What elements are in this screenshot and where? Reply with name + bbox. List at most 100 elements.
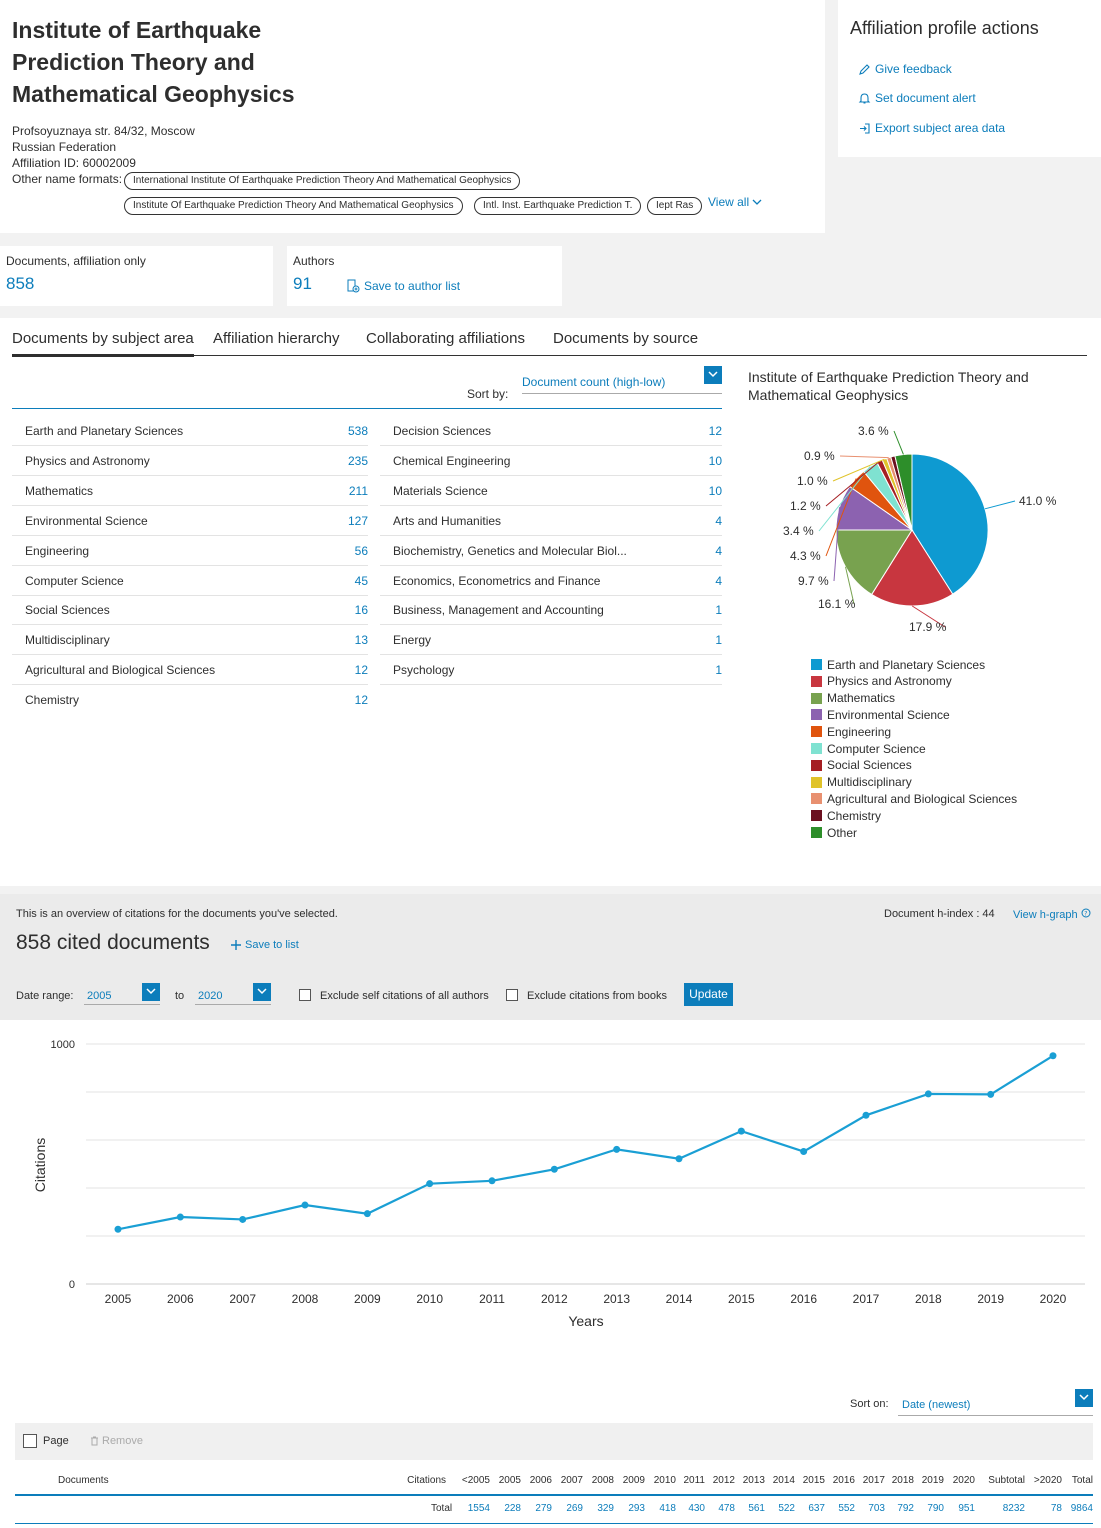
total-citation-cell[interactable]: 1554 <box>467 1503 490 1514</box>
authors-count-link[interactable]: 91 <box>293 274 312 293</box>
select-page-checkbox[interactable] <box>23 1434 37 1448</box>
total-citation-cell[interactable]: 9864 <box>1070 1503 1093 1514</box>
x-tick-label: 2020 <box>1040 1292 1067 1306</box>
pie-leader-line <box>845 566 855 605</box>
total-citation-cell[interactable]: 951 <box>958 1503 975 1514</box>
help-icon: ? <box>1081 908 1091 918</box>
subject-name: Social Sciences <box>25 603 110 618</box>
subject-name: Environmental Science <box>25 513 148 528</box>
date-from-select[interactable]: 2005 <box>84 983 160 1005</box>
date-from-value: 2005 <box>87 990 112 1002</box>
view-h-graph-link[interactable]: View h-graph ? <box>1013 908 1091 921</box>
subject-count-link[interactable]: 538 <box>347 424 368 438</box>
subject-row: Multidisciplinary 13 <box>12 625 368 656</box>
tab-documents-by-subject-area[interactable]: Documents by subject area <box>12 330 194 357</box>
save-to-author-list-link[interactable]: Save to author list <box>346 279 460 293</box>
subject-row: Mathematics 211 <box>12 476 368 506</box>
citations-data-point <box>488 1177 496 1185</box>
subject-count-link[interactable]: 56 <box>354 543 368 558</box>
svg-text:?: ? <box>1084 910 1087 917</box>
table-column-header: 2006 <box>529 1475 552 1486</box>
update-button[interactable]: Update <box>684 983 733 1006</box>
total-citation-cell[interactable]: 522 <box>778 1503 795 1514</box>
total-citation-cell[interactable]: 293 <box>628 1503 645 1514</box>
subject-row: Environmental Science 127 <box>12 506 368 536</box>
y-axis-title: Citations <box>32 1138 48 1192</box>
legend-label: Chemistry <box>827 808 882 823</box>
total-citation-cell[interactable]: 269 <box>566 1503 583 1514</box>
table-column-header: 2020 <box>952 1475 975 1486</box>
trash-icon <box>91 1436 98 1446</box>
subject-count-link[interactable]: 12 <box>354 693 368 708</box>
subject-name: Chemistry <box>25 693 80 708</box>
legend-label: Mathematics <box>827 691 896 706</box>
sort-on-select[interactable]: Date (newest) <box>898 1389 1093 1416</box>
table-column-header: 2016 <box>832 1475 855 1486</box>
subject-count-link[interactable]: 12 <box>354 663 368 678</box>
date-to-select[interactable]: 2020 <box>195 983 271 1005</box>
x-tick-label: 2013 <box>603 1292 630 1306</box>
exclude-book-citations-checkbox[interactable] <box>506 989 518 1001</box>
total-citation-cell[interactable]: 792 <box>897 1503 914 1514</box>
subject-count-link[interactable]: 13 <box>354 633 368 648</box>
legend-label: Earth and Planetary Sciences <box>827 657 986 672</box>
subject-count-link[interactable]: 127 <box>347 513 368 528</box>
set-document-alert-link[interactable]: Set document alert <box>858 91 976 105</box>
view-all-link[interactable]: View all <box>708 195 762 209</box>
total-citation-cell[interactable]: 703 <box>868 1503 885 1514</box>
total-citation-cell[interactable]: 552 <box>838 1503 855 1514</box>
bell-icon <box>858 92 871 104</box>
table-column-header: 2008 <box>591 1475 614 1486</box>
subject-count-link[interactable]: 10 <box>708 483 722 498</box>
subject-count-link[interactable]: 1 <box>715 633 722 648</box>
subject-count-link[interactable]: 16 <box>354 603 368 618</box>
subject-count-link[interactable]: 12 <box>708 424 722 438</box>
tab-collaborating-affiliations[interactable]: Collaborating affiliations <box>366 330 525 347</box>
subject-count-link[interactable]: 235 <box>347 453 368 468</box>
total-citation-cell[interactable]: 329 <box>597 1503 614 1514</box>
pie-leader-line <box>911 605 946 628</box>
total-citation-cell[interactable]: 790 <box>927 1503 944 1514</box>
subject-name: Physics and Astronomy <box>25 453 150 468</box>
subject-count-link[interactable]: 4 <box>715 513 722 528</box>
pie-leader-line <box>984 500 1016 510</box>
exclude-self-citations-checkbox[interactable] <box>299 989 311 1001</box>
export-subject-area-link[interactable]: Export subject area data <box>858 121 1005 135</box>
subject-count-link[interactable]: 45 <box>354 573 368 588</box>
other-name-pill: Iept Ras <box>647 197 703 215</box>
subject-count-link[interactable]: 211 <box>348 483 368 498</box>
pie-leader-line <box>833 507 841 582</box>
legend-item: Other <box>811 824 857 841</box>
total-citation-cell[interactable]: 561 <box>748 1503 765 1514</box>
export-subject-area-label: Export subject area data <box>875 121 1006 135</box>
other-name-pill: Institute Of Earthquake Prediction Theor… <box>124 197 463 215</box>
remove-button[interactable]: Remove <box>90 1435 143 1447</box>
total-citation-cell[interactable]: 430 <box>688 1503 705 1514</box>
total-citation-cell[interactable]: 478 <box>718 1503 735 1514</box>
give-feedback-link[interactable]: Give feedback <box>858 62 952 76</box>
tab-documents-by-source[interactable]: Documents by source <box>553 330 699 347</box>
total-citation-cell[interactable]: 8232 <box>1002 1503 1025 1514</box>
legend-item: Engineering <box>811 723 891 740</box>
total-citation-cell[interactable]: 637 <box>808 1503 825 1514</box>
total-citation-cell[interactable]: 228 <box>504 1503 521 1514</box>
table-column-header: 2010 <box>653 1475 676 1486</box>
documents-count-link[interactable]: 858 <box>6 274 35 293</box>
total-citation-cell[interactable]: 418 <box>659 1503 676 1514</box>
total-citation-cell[interactable]: 78 <box>1050 1503 1062 1514</box>
total-citation-cell[interactable]: 279 <box>535 1503 552 1514</box>
sort-by-label: Sort by: <box>467 387 509 401</box>
subject-row: Materials Science 10 <box>380 476 722 506</box>
subject-count-link[interactable]: 1 <box>715 663 722 678</box>
save-to-list-button[interactable]: Save to list <box>230 939 299 951</box>
legend-item: Social Sciences <box>811 757 912 774</box>
subject-count-link[interactable]: 1 <box>715 603 722 618</box>
table-column-header: Citations <box>407 1475 446 1486</box>
tab-affiliation-hierarchy[interactable]: Affiliation hierarchy <box>213 330 340 347</box>
subject-count-link[interactable]: 10 <box>708 453 722 468</box>
legend-label: Social Sciences <box>827 758 912 773</box>
citations-data-point <box>363 1210 371 1218</box>
subject-count-link[interactable]: 4 <box>715 543 722 558</box>
subject-count-link[interactable]: 4 <box>715 573 722 588</box>
sort-by-select[interactable]: Document count (high-low) <box>522 366 722 394</box>
